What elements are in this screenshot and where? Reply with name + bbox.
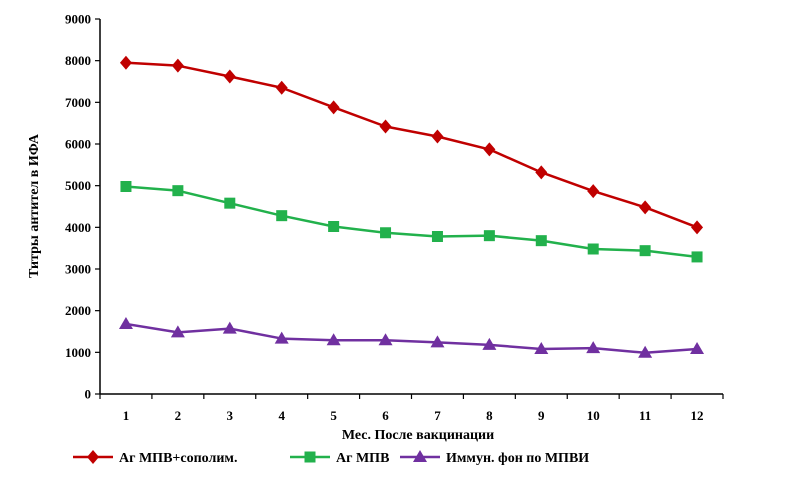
legend-label: Аг МПВ (336, 451, 389, 466)
data-point (587, 184, 600, 199)
series-2 (120, 181, 703, 263)
data-point (120, 181, 132, 192)
y-axis-ticks: 0 1000 2000 3000 4000 5000 6000 7000 8000 9000 (65, 12, 100, 402)
data-point (119, 55, 132, 70)
series-line (125, 185, 698, 259)
data-point (639, 200, 652, 215)
data-point (691, 251, 703, 263)
x-tick-label: 1 (123, 408, 130, 423)
data-point (326, 333, 341, 346)
y-tick-label: 6000 (65, 137, 91, 152)
x-axis-title: Мес. После вакцинации (342, 428, 494, 443)
data-series (118, 55, 705, 358)
y-tick-label: 4000 (65, 220, 91, 235)
x-tick-label: 9 (538, 408, 545, 423)
data-point (483, 142, 496, 157)
data-point (639, 245, 651, 257)
data-point (691, 220, 704, 235)
data-point (275, 80, 288, 95)
y-tick-label: 1000 (65, 345, 91, 360)
data-point (638, 345, 653, 358)
y-axis-title: Титры антител в ИФА (27, 133, 42, 278)
x-tick-label: 6 (382, 408, 389, 423)
legend-marker (87, 450, 99, 464)
legend-label: Иммун. фон по МПВИ (446, 451, 589, 466)
data-point (118, 317, 133, 329)
axes (99, 19, 723, 395)
data-point (378, 333, 393, 346)
x-axis-ticks: 1 2 3 4 5 6 7 8 9 10 11 12 (99, 394, 724, 423)
x-tick-label: 11 (639, 408, 651, 423)
data-point (380, 227, 392, 239)
y-tick-label: 2000 (65, 303, 91, 318)
x-tick-label: 4 (278, 408, 285, 423)
legend-marker (413, 450, 427, 462)
series-3 (118, 317, 705, 358)
data-point (223, 69, 236, 84)
series-line (125, 322, 698, 354)
data-point (535, 165, 548, 180)
x-tick-label: 7 (434, 408, 441, 423)
data-point (170, 325, 185, 338)
series-1 (119, 55, 704, 235)
data-point (534, 342, 549, 354)
x-tick-label: 2 (175, 408, 182, 423)
x-tick-label: 5 (330, 408, 337, 423)
legend: Аг МПВ+сополим. Аг МПВ Иммун. фон по МПВИ (73, 450, 589, 466)
data-point (274, 331, 289, 344)
x-tick-label: 3 (227, 408, 234, 423)
y-tick-label: 5000 (65, 178, 91, 193)
data-point (482, 337, 497, 350)
data-point (172, 185, 184, 197)
legend-marker (304, 451, 316, 463)
y-tick-label: 0 (85, 387, 92, 402)
y-tick-label: 7000 (65, 95, 91, 110)
y-tick-label: 3000 (65, 262, 91, 277)
data-point (222, 321, 237, 334)
data-point (483, 230, 495, 242)
legend-item: Аг МПВ+сополим. (73, 450, 237, 466)
data-point (328, 221, 340, 232)
data-point (327, 100, 340, 115)
data-point (224, 197, 236, 209)
y-tick-label: 8000 (65, 53, 91, 68)
x-tick-label: 8 (486, 408, 493, 423)
data-point (430, 335, 445, 348)
data-point (690, 342, 705, 354)
data-point (535, 235, 547, 247)
data-point (431, 129, 444, 144)
data-point (171, 58, 184, 73)
data-point (379, 119, 392, 134)
legend-label: Аг МПВ+сополим. (119, 451, 237, 466)
legend-item: Иммун. фон по МПВИ (400, 450, 589, 466)
legend-item: Аг МПВ (290, 451, 389, 466)
data-point (431, 231, 443, 242)
data-point (276, 210, 288, 222)
data-point (586, 341, 601, 354)
y-tick-label: 9000 (65, 12, 91, 27)
data-point (587, 243, 599, 255)
x-tick-label: 10 (587, 408, 600, 423)
x-tick-label: 12 (691, 408, 704, 423)
series-line (125, 61, 698, 229)
